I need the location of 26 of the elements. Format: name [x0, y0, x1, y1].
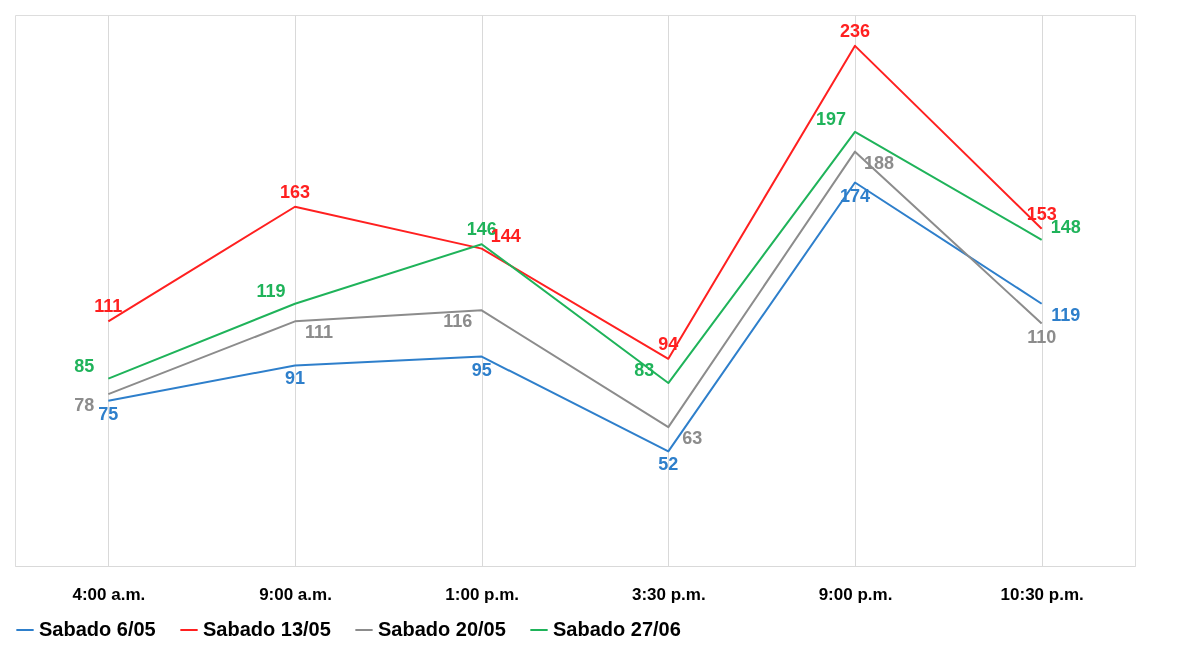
data-label: 163 — [279, 181, 311, 202]
data-label: 236 — [839, 20, 871, 41]
data-label: 95 — [471, 359, 492, 380]
legend-label: Sabado 13/05 — [203, 618, 331, 640]
x-tick-label: 3:30 p.m. — [631, 584, 706, 604]
x-tick-label: 1:00 p.m. — [445, 584, 520, 604]
data-label: 78 — [74, 395, 95, 416]
legend-label: Sabado 6/05 — [39, 618, 156, 640]
data-label: 111 — [304, 322, 334, 343]
legend-label: Sabado 20/05 — [378, 618, 506, 640]
data-label: 116 — [443, 311, 473, 332]
data-label: 119 — [1051, 304, 1081, 325]
data-label: 52 — [658, 454, 679, 475]
data-label: 111 — [94, 296, 123, 317]
data-label: 119 — [256, 280, 286, 301]
data-label: 110 — [1027, 326, 1057, 347]
x-tick-label: 10:30 p.m. — [1000, 584, 1084, 604]
data-label: 75 — [98, 403, 119, 424]
x-tick-label: 9:00 p.m. — [818, 584, 893, 604]
data-label: 63 — [682, 428, 703, 449]
data-label: 91 — [284, 368, 306, 389]
data-label: 197 — [815, 108, 847, 129]
x-tick-label: 9:00 a.m. — [259, 584, 332, 604]
x-tick-label: 4:00 a.m. — [72, 584, 146, 604]
data-label: 85 — [74, 355, 95, 376]
legend-label: Sabado 27/06 — [553, 618, 681, 640]
